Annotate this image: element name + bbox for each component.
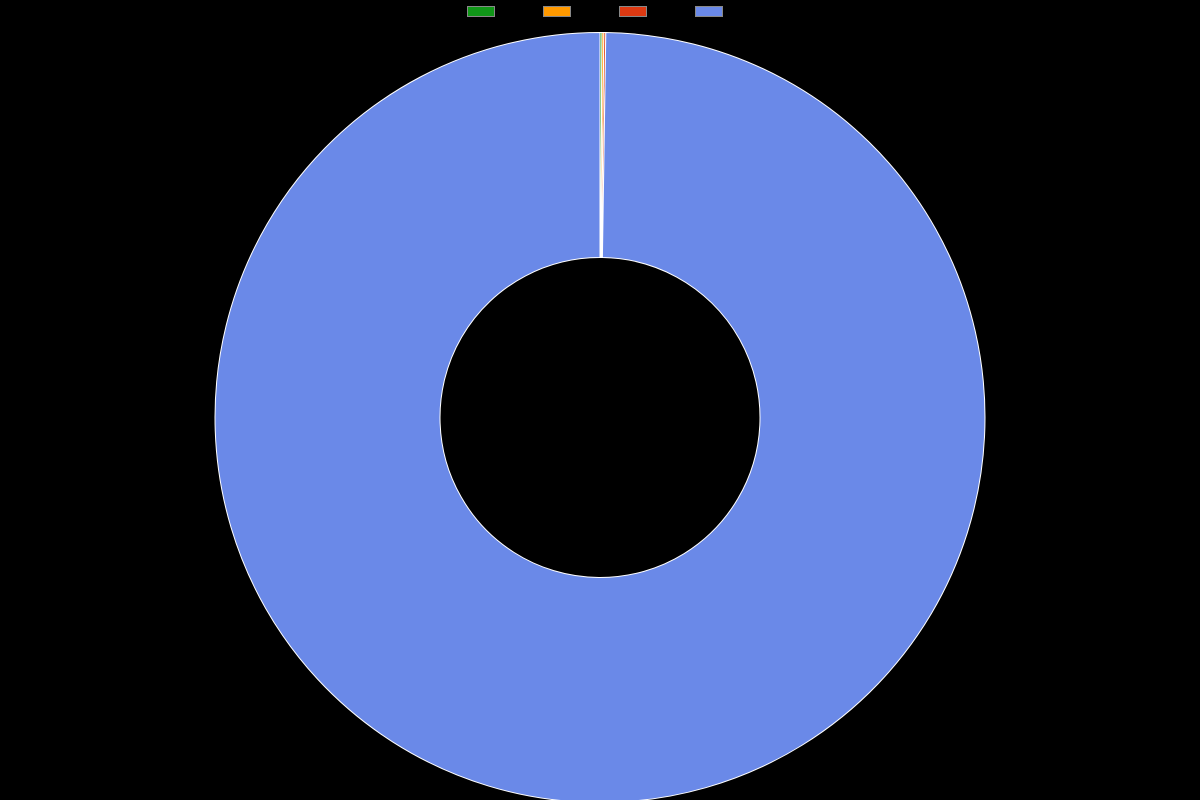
legend (467, 6, 733, 17)
legend-swatch-icon (619, 6, 647, 17)
legend-item[interactable] (695, 6, 733, 17)
legend-item[interactable] (543, 6, 581, 17)
legend-item[interactable] (619, 6, 657, 17)
legend-swatch-icon (695, 6, 723, 17)
chart-container (0, 0, 1200, 800)
donut-chart (200, 18, 1000, 800)
donut-svg (200, 18, 1000, 800)
legend-item[interactable] (467, 6, 505, 17)
legend-swatch-icon (543, 6, 571, 17)
legend-swatch-icon (467, 6, 495, 17)
